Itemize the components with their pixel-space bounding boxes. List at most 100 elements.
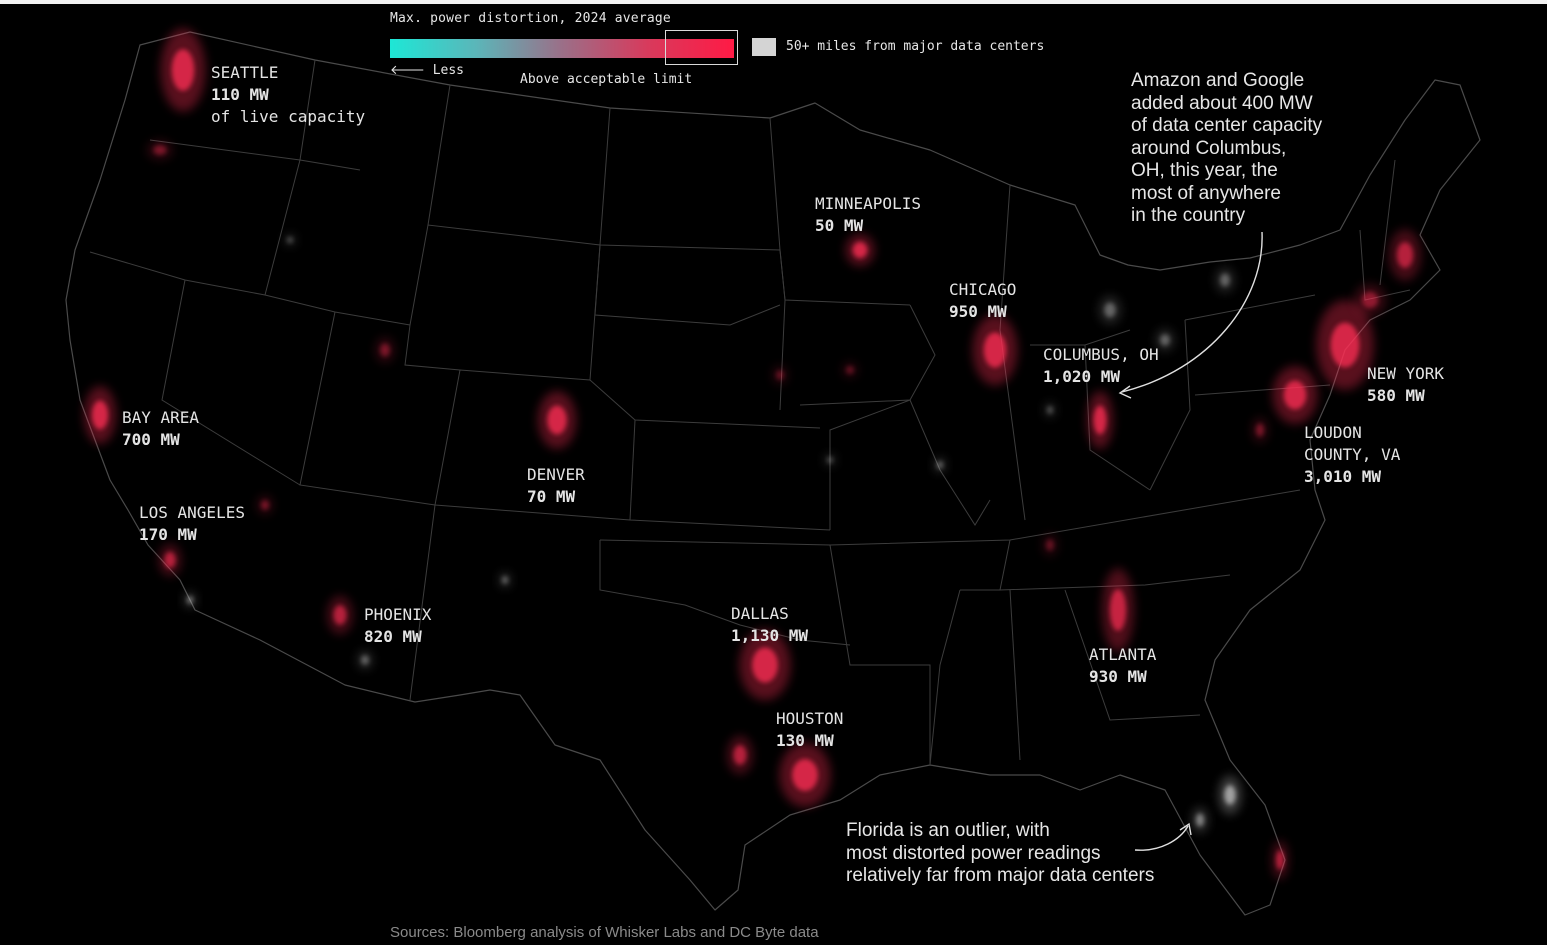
far-swatch [752, 38, 776, 56]
hotspot-core [1093, 405, 1107, 435]
label-chicago: CHICAGO 950 MW [949, 279, 1016, 323]
label-new-york: NEW YORK 580 MW [1367, 363, 1444, 407]
florida-annotation: Florida is an outlier, with most distort… [846, 820, 1154, 888]
label-atlanta: ATLANTA 930 MW [1089, 644, 1156, 688]
hotspot-layer [84, 28, 1421, 880]
state-line [929, 589, 961, 766]
left-arrow-icon: 🡐 [390, 63, 433, 78]
annotation-line: Amazon and Google [1131, 70, 1305, 91]
city-capacity: 700 MW [122, 430, 180, 449]
city-capacity: 950 MW [949, 302, 1007, 321]
annotation-line: OH, this year, the [1131, 160, 1278, 181]
hotspot-core [380, 343, 390, 357]
label-houston: HOUSTON 130 MW [776, 708, 843, 752]
label-denver: DENVER 70 MW [527, 464, 585, 508]
florida-arrow-head [1179, 822, 1192, 836]
state-line [404, 324, 591, 381]
outlier-core [1160, 334, 1170, 346]
city-name: HOUSTON [776, 709, 844, 728]
label-bay-area: BAY AREA 700 MW [122, 407, 199, 451]
hotspot-core [164, 552, 176, 568]
state-line [427, 84, 451, 226]
city-name: COLUMBUS, OH [1043, 345, 1159, 364]
state-line [909, 399, 991, 526]
annotation-line: most of anywhere [1131, 182, 1281, 204]
state-line [799, 304, 936, 406]
hotspot-core [333, 605, 347, 625]
legend-less: 🡐 Less [390, 62, 464, 78]
outlier-core [1046, 406, 1054, 414]
state-line [1064, 589, 1201, 721]
city-name: DALLAS [731, 604, 789, 623]
hotspot-core [852, 242, 868, 258]
outlier-core [826, 456, 834, 464]
city-capacity: 820 MW [364, 627, 422, 646]
city-name: SEATTLE [211, 63, 279, 82]
label-phoenix: PHOENIX 820 MW [364, 604, 431, 648]
outlier-core [286, 236, 294, 244]
hotspot-core [1283, 380, 1307, 410]
city-capacity: 170 MW [139, 525, 197, 544]
city-name: NEW YORK [1367, 364, 1445, 383]
outlier-core [1220, 273, 1230, 287]
hotspot-core [752, 647, 778, 683]
hotspot-core [1256, 423, 1264, 437]
state-line [629, 419, 636, 521]
label-seattle: SEATTLE 110 MW of live capacity [211, 62, 365, 128]
state-line [599, 539, 931, 765]
city-name: CHICAGO [949, 280, 1017, 299]
city-capacity: 1,130 MW [731, 626, 809, 645]
state-line [149, 139, 361, 171]
hotspot-core [1110, 589, 1126, 631]
state-line [1084, 344, 1151, 491]
hotspot-core [1046, 539, 1054, 551]
source-note: Sources: Bloomberg analysis of Whisker L… [390, 924, 819, 941]
city-capacity: 50 MW [815, 216, 864, 235]
legend-gradient-bar [390, 39, 734, 58]
state-line [589, 244, 821, 429]
hotspot-core [261, 500, 269, 510]
legend-far-label: 50+ miles from major data centers [786, 39, 1045, 54]
hotspot-core [153, 145, 167, 155]
florida-arrow-line [1134, 825, 1189, 851]
city-name: MINNEAPOLIS [815, 194, 921, 213]
state-line [299, 59, 316, 161]
capacity-note: of live capacity [211, 107, 366, 126]
annotation-line: Florida is an outlier, with [846, 820, 1050, 841]
outlier-core [1224, 785, 1236, 805]
legend-less-label: Less [432, 63, 465, 78]
label-dallas: DALLAS 1,130 MW [731, 603, 808, 647]
label-los-angeles: LOS ANGELES 170 MW [139, 502, 245, 546]
legend-title: Max. power distortion, 2024 average [390, 11, 671, 26]
label-minneapolis: MINNEAPOLIS 50 MW [815, 193, 921, 237]
state-line [599, 540, 851, 646]
state-line [409, 224, 786, 411]
acceptable-limit-box [665, 30, 738, 65]
state-line [1009, 589, 1021, 761]
hotspot-core [1397, 242, 1413, 268]
city-capacity: 70 MW [527, 487, 576, 506]
columbus-arrow-head [1118, 385, 1132, 399]
hotspot-core [1276, 850, 1284, 870]
state-line [829, 489, 1301, 546]
city-name: ATLANTA [1089, 645, 1157, 664]
hotspot-core [1362, 292, 1378, 308]
hotspot-core [983, 332, 1007, 368]
state-line [769, 117, 911, 306]
annotation-line: around Columbus, [1131, 137, 1287, 159]
columbus-arrow [1118, 231, 1263, 399]
columbus-arrow-line [1121, 231, 1263, 393]
state-line [409, 369, 461, 701]
legend-limit-label: Above acceptable limit [520, 72, 693, 87]
state-line [1184, 294, 1316, 321]
hotspot-core [171, 49, 195, 91]
state-line [999, 574, 1231, 591]
state-line [161, 279, 301, 486]
label-loudon-county: LOUDON COUNTY, VA 3,010 MW [1304, 422, 1400, 488]
city-name: LOUDON [1304, 423, 1362, 442]
state-borders [89, 59, 1411, 766]
outlier-core [186, 596, 194, 604]
state-line [1030, 329, 1131, 346]
city-name: PHOENIX [364, 605, 432, 624]
